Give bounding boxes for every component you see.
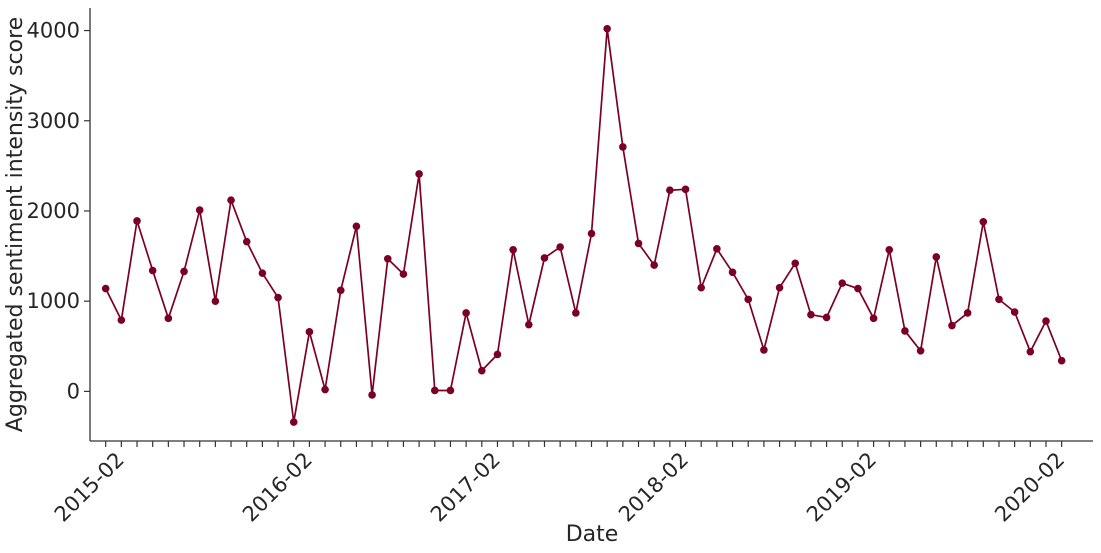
- data-point: [838, 279, 847, 287]
- data-point: [932, 253, 941, 261]
- data-point: [666, 186, 674, 195]
- data-point: [399, 270, 408, 278]
- series-line: [104, 27, 1063, 423]
- data-point: [979, 217, 988, 226]
- x-tick-label: 2015-02: [50, 448, 129, 527]
- y-tick-label: 2000: [27, 199, 80, 223]
- data-point: [274, 293, 282, 302]
- data-point: [101, 284, 110, 293]
- data-point: [242, 237, 251, 246]
- data-point: [556, 243, 564, 251]
- data-point: [227, 196, 235, 204]
- data-point: [697, 283, 706, 292]
- data-point: [258, 269, 267, 278]
- data-point: [525, 320, 533, 329]
- data-point: [901, 327, 909, 335]
- y-tick-label: 1000: [27, 289, 80, 313]
- series-layer: [101, 24, 1066, 426]
- data-point: [540, 254, 549, 262]
- data-point: [133, 217, 141, 225]
- data-point: [587, 229, 596, 238]
- x-tick-label: 2017-02: [426, 448, 505, 527]
- data-point: [572, 309, 580, 317]
- data-point: [885, 245, 894, 254]
- data-point: [509, 245, 517, 254]
- y-axis-title: Aggregated sentiment intensity score: [3, 17, 28, 432]
- data-point: [383, 254, 392, 263]
- data-point: [948, 321, 956, 330]
- y-axis-ticks: 0 1000 2000 3000 4000: [27, 19, 90, 403]
- data-point: [1042, 317, 1050, 325]
- data-point: [650, 261, 658, 269]
- data-point: [619, 143, 627, 151]
- data-point: [446, 386, 455, 395]
- data-point: [916, 346, 925, 355]
- data-point: [1057, 356, 1066, 365]
- data-point: [368, 391, 376, 399]
- data-point: [807, 310, 815, 319]
- x-tick-label: 2016-02: [238, 448, 317, 527]
- data-point: [493, 350, 502, 359]
- y-tick-label: 0: [67, 379, 80, 403]
- data-point: [854, 284, 862, 293]
- y-tick-label: 4000: [27, 19, 80, 43]
- data-point: [117, 316, 126, 324]
- data-point: [869, 314, 878, 323]
- data-point: [791, 259, 800, 268]
- data-point: [462, 309, 470, 317]
- data-point: [1026, 347, 1035, 356]
- x-axis-ticks: 2015-02 2016-02 2017-02 2018-02 2019-02 2020-…: [50, 441, 1069, 527]
- data-point: [634, 239, 643, 248]
- data-point: [164, 314, 173, 323]
- data-point: [195, 206, 204, 214]
- data-point: [681, 185, 690, 194]
- data-point: [148, 266, 157, 275]
- y-tick-label: 3000: [27, 109, 80, 133]
- x-axis-title: Date: [566, 522, 619, 547]
- data-point: [603, 24, 611, 33]
- data-point: [713, 245, 721, 253]
- data-point: [744, 295, 753, 304]
- data-point: [477, 366, 486, 375]
- data-point: [305, 328, 314, 336]
- data-point: [728, 268, 737, 277]
- data-point: [211, 297, 220, 305]
- data-point: [289, 418, 298, 426]
- data-point: [995, 295, 1003, 304]
- data-point: [430, 386, 439, 395]
- data-point: [415, 170, 423, 178]
- data-point: [336, 286, 345, 295]
- data-point: [822, 313, 831, 322]
- x-tick-label: 2018-02: [614, 448, 693, 527]
- data-point: [775, 283, 784, 292]
- data-point: [352, 222, 361, 231]
- x-tick-label: 2020-02: [990, 448, 1069, 527]
- data-point: [180, 267, 188, 276]
- data-point: [321, 385, 329, 394]
- data-point: [1010, 308, 1019, 316]
- data-point: [760, 346, 768, 354]
- data-point: [963, 309, 972, 317]
- x-tick-label: 2019-02: [802, 448, 881, 527]
